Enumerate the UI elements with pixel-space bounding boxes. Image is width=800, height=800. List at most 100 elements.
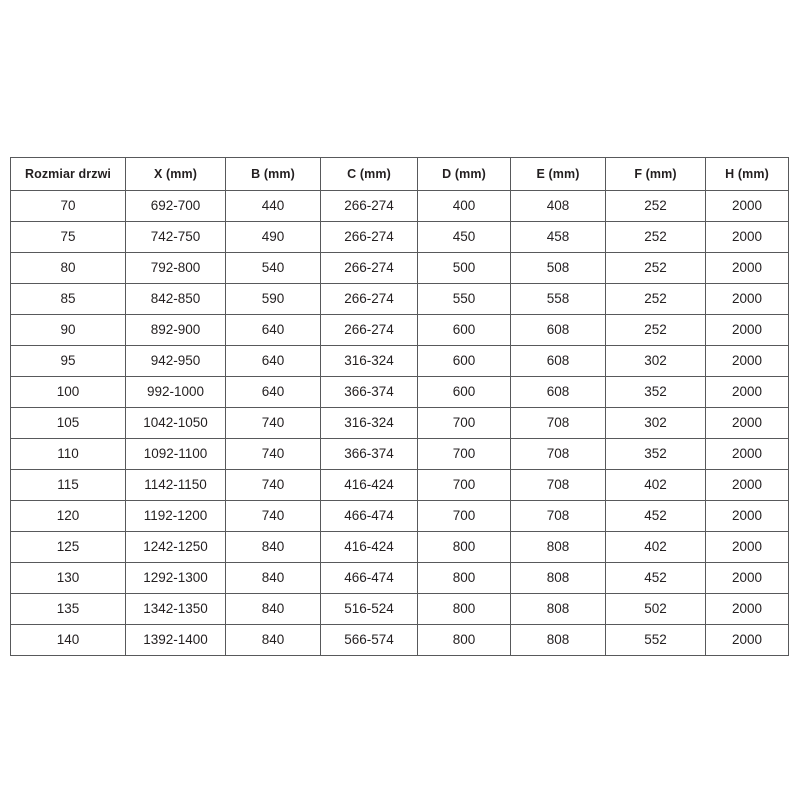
table-cell: 808 [510, 624, 606, 656]
table-cell: 2000 [705, 562, 789, 594]
cell-door-size: 90 [10, 314, 126, 346]
table-cell: 842-850 [125, 283, 226, 315]
table-cell: 558 [510, 283, 606, 315]
table-cell: 252 [605, 252, 706, 284]
table-cell: 608 [510, 376, 606, 408]
table-cell: 2000 [705, 252, 789, 284]
table-cell: 266-274 [320, 221, 418, 253]
table-cell: 608 [510, 345, 606, 377]
table-cell: 458 [510, 221, 606, 253]
table-cell: 2000 [705, 190, 789, 222]
cell-door-size: 135 [10, 593, 126, 625]
table-row: 95 942-950 640 316-324 600 608 302 2000 [10, 345, 789, 377]
cell-door-size: 110 [10, 438, 126, 470]
table-cell: 640 [225, 376, 321, 408]
table-cell: 502 [605, 593, 706, 625]
table-cell: 552 [605, 624, 706, 656]
table-cell: 2000 [705, 283, 789, 315]
table-cell: 266-274 [320, 252, 418, 284]
table-cell: 800 [417, 562, 511, 594]
cell-door-size: 100 [10, 376, 126, 408]
table-header-row: Rozmiar drzwi X (mm) B (mm) C (mm) D (mm) E (… [10, 157, 789, 191]
table-cell: 352 [605, 376, 706, 408]
table-cell: 700 [417, 469, 511, 501]
table-cell: 302 [605, 407, 706, 439]
table-row: 70 692-700 440 266-274 400 408 252 2000 [10, 190, 789, 222]
table-cell: 808 [510, 531, 606, 563]
table-cell: 590 [225, 283, 321, 315]
cell-door-size: 95 [10, 345, 126, 377]
column-header-0: Rozmiar drzwi [10, 157, 126, 191]
table-body: 70 692-700 440 266-274 400 408 252 2000 75 742-75… [10, 190, 789, 656]
table-cell: 466-474 [320, 500, 418, 532]
shower-door-dimensions-table: Rozmiar drzwi X (mm) B (mm) C (mm) D (mm) E (… [10, 157, 789, 656]
table-cell: 608 [510, 314, 606, 346]
table-cell: 808 [510, 593, 606, 625]
table-cell: 1192-1200 [125, 500, 226, 532]
table-cell: 600 [417, 345, 511, 377]
table-cell: 808 [510, 562, 606, 594]
table-cell: 352 [605, 438, 706, 470]
table-row: 135 1342-1350 840 516-524 800 808 502 2000 [10, 593, 789, 625]
table-cell: 2000 [705, 624, 789, 656]
column-header-5: E (mm) [510, 157, 606, 191]
table-cell: 740 [225, 469, 321, 501]
cell-door-size: 130 [10, 562, 126, 594]
table-cell: 540 [225, 252, 321, 284]
table-cell: 452 [605, 500, 706, 532]
cell-door-size: 70 [10, 190, 126, 222]
table-cell: 550 [417, 283, 511, 315]
table-cell: 992-1000 [125, 376, 226, 408]
table-cell: 252 [605, 221, 706, 253]
table-cell: 266-274 [320, 283, 418, 315]
column-header-2: B (mm) [225, 157, 321, 191]
cell-door-size: 85 [10, 283, 126, 315]
table-cell: 2000 [705, 531, 789, 563]
table-cell: 400 [417, 190, 511, 222]
table-cell: 1292-1300 [125, 562, 226, 594]
table-cell: 1042-1050 [125, 407, 226, 439]
table-cell: 600 [417, 376, 511, 408]
table-cell: 252 [605, 314, 706, 346]
column-header-7: H (mm) [705, 157, 789, 191]
cell-door-size: 80 [10, 252, 126, 284]
table-cell: 266-274 [320, 314, 418, 346]
table-cell: 402 [605, 469, 706, 501]
table-cell: 692-700 [125, 190, 226, 222]
cell-door-size: 125 [10, 531, 126, 563]
table-cell: 252 [605, 283, 706, 315]
table-cell: 450 [417, 221, 511, 253]
table-cell: 640 [225, 314, 321, 346]
table-cell: 316-324 [320, 345, 418, 377]
table-cell: 700 [417, 407, 511, 439]
table-cell: 700 [417, 438, 511, 470]
table-cell: 840 [225, 624, 321, 656]
table-header: Rozmiar drzwi X (mm) B (mm) C (mm) D (mm) E (… [10, 157, 789, 191]
table-row: 85 842-850 590 266-274 550 558 252 2000 [10, 283, 789, 315]
table-cell: 740 [225, 438, 321, 470]
table-cell: 2000 [705, 221, 789, 253]
table-cell: 800 [417, 624, 511, 656]
table-cell: 742-750 [125, 221, 226, 253]
table-cell: 316-324 [320, 407, 418, 439]
table-cell: 500 [417, 252, 511, 284]
table-cell: 708 [510, 500, 606, 532]
table-cell: 708 [510, 438, 606, 470]
table-cell: 792-800 [125, 252, 226, 284]
table-cell: 440 [225, 190, 321, 222]
table-row: 120 1192-1200 740 466-474 700 708 452 2000 [10, 500, 789, 532]
column-header-1: X (mm) [125, 157, 226, 191]
table-cell: 2000 [705, 500, 789, 532]
table-row: 90 892-900 640 266-274 600 608 252 2000 [10, 314, 789, 346]
cell-door-size: 120 [10, 500, 126, 532]
table-row: 80 792-800 540 266-274 500 508 252 2000 [10, 252, 789, 284]
table-cell: 402 [605, 531, 706, 563]
table-cell: 266-274 [320, 190, 418, 222]
table-cell: 2000 [705, 345, 789, 377]
table-cell: 1342-1350 [125, 593, 226, 625]
table-cell: 366-374 [320, 376, 418, 408]
table-cell: 516-524 [320, 593, 418, 625]
cell-door-size: 140 [10, 624, 126, 656]
table-cell: 302 [605, 345, 706, 377]
